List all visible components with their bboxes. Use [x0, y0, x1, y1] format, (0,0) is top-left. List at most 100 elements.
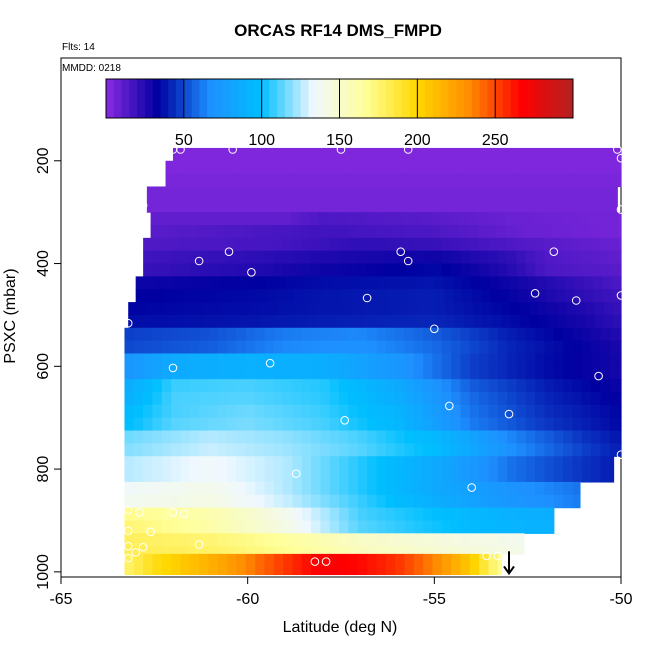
heatmap-cell [255, 481, 266, 496]
heatmap-cell [501, 186, 512, 200]
heatmap-cell [273, 456, 284, 470]
heatmap-cell [133, 392, 144, 406]
heatmap-cell [314, 314, 325, 329]
heatmap-cell [348, 379, 359, 393]
heatmap-cell [234, 225, 245, 239]
heatmap-cell [525, 417, 536, 432]
heatmap-cell [329, 263, 340, 277]
heatmap-cell [413, 533, 424, 547]
heatmap-cell [395, 507, 406, 522]
heatmap-cell [576, 173, 587, 188]
heatmap-cell [430, 225, 441, 239]
heatmap-cell [268, 173, 279, 188]
heatmap-cell [488, 404, 499, 419]
heatmap-cell [481, 276, 491, 290]
colorbar-segment [214, 79, 224, 118]
heatmap-cell [591, 379, 602, 393]
heatmap-cell [553, 494, 564, 509]
heatmap-cell [501, 173, 512, 188]
heatmap-cell [436, 302, 447, 316]
heatmap-cell [553, 250, 564, 265]
heatmap-cell [264, 417, 275, 432]
heatmap-cell [303, 276, 314, 290]
heatmap-cell [566, 314, 577, 329]
heatmap-cell [357, 507, 368, 522]
heatmap-cell [417, 314, 428, 329]
heatmap-cell [311, 494, 322, 509]
heatmap-cell [591, 340, 602, 355]
heatmap-cell [322, 147, 333, 162]
heatmap-cell [404, 507, 415, 522]
heatmap-cell [245, 379, 256, 393]
heatmap-cell [143, 250, 154, 265]
heatmap-cell [357, 379, 368, 393]
heatmap-cell [458, 225, 469, 239]
heatmap-cell [507, 250, 518, 265]
heatmap-cell [423, 469, 434, 483]
heatmap-cell [488, 340, 499, 355]
heatmap-cell [581, 379, 592, 393]
colorbar-segment [378, 79, 387, 118]
heatmap-cell [404, 546, 415, 555]
heatmap-cell [178, 212, 189, 226]
heatmap-cell [255, 546, 266, 555]
heatmap-cell [393, 212, 404, 226]
heatmap-cell [482, 302, 493, 316]
heatmap-cell [473, 199, 484, 213]
heatmap-cell [535, 404, 546, 419]
heatmap-cell [264, 481, 275, 496]
heatmap-cell [413, 507, 424, 522]
heatmap-cell [385, 533, 396, 547]
heatmap-cell [591, 430, 602, 444]
date-annotation: MMDD: 0218 [62, 63, 121, 74]
heatmap-cell [417, 160, 428, 175]
heatmap-cell [548, 302, 559, 316]
heatmap-cell [619, 340, 622, 355]
heatmap-cell [285, 289, 295, 303]
observation-point [467, 483, 477, 492]
heatmap-cell [292, 520, 303, 534]
heatmap-cell [593, 289, 603, 303]
heatmap-cell [143, 456, 154, 470]
heatmap-cell [357, 469, 368, 483]
heatmap-cell [339, 546, 350, 555]
heatmap-cell [441, 520, 452, 534]
heatmap-cell [217, 533, 228, 547]
heatmap-cell [286, 173, 297, 188]
heatmap-cell [283, 263, 294, 277]
heatmap-cell [161, 430, 172, 444]
heatmap-cell [273, 533, 284, 547]
heatmap-cell [217, 417, 228, 432]
heatmap-cell [359, 289, 370, 303]
heatmap-cell [385, 430, 396, 444]
heatmap-cell [488, 250, 499, 265]
heatmap-cell [199, 546, 210, 555]
heatmap-cell [217, 250, 228, 265]
heatmap-cell [555, 289, 566, 303]
colorbar-segment [557, 79, 566, 118]
heatmap-cell [454, 314, 465, 329]
heatmap-cell [314, 173, 325, 188]
heatmap-cell [535, 263, 546, 277]
heatmap-cell [277, 302, 288, 316]
heatmap-cell [225, 212, 236, 226]
heatmap-cell [544, 366, 555, 380]
y-tick-label: 400 [35, 250, 52, 277]
heatmap-cell [516, 456, 527, 470]
heatmap-cell [217, 553, 228, 576]
heatmap-cell [525, 520, 536, 534]
heatmap-cell [320, 494, 331, 509]
heatmap-cell [600, 456, 611, 470]
heatmap-cell [604, 314, 615, 329]
heatmap-cell [299, 212, 310, 226]
heatmap-cell [341, 147, 351, 162]
heatmap-cell [501, 160, 512, 175]
heatmap-cell [305, 302, 316, 316]
heatmap-cell [283, 353, 294, 367]
heatmap-cell [572, 379, 583, 393]
heatmap-cell [367, 469, 378, 483]
heatmap-cell [299, 225, 310, 239]
heatmap-cell [488, 327, 499, 342]
heatmap-cell [133, 366, 144, 380]
heatmap-cell [600, 340, 611, 355]
